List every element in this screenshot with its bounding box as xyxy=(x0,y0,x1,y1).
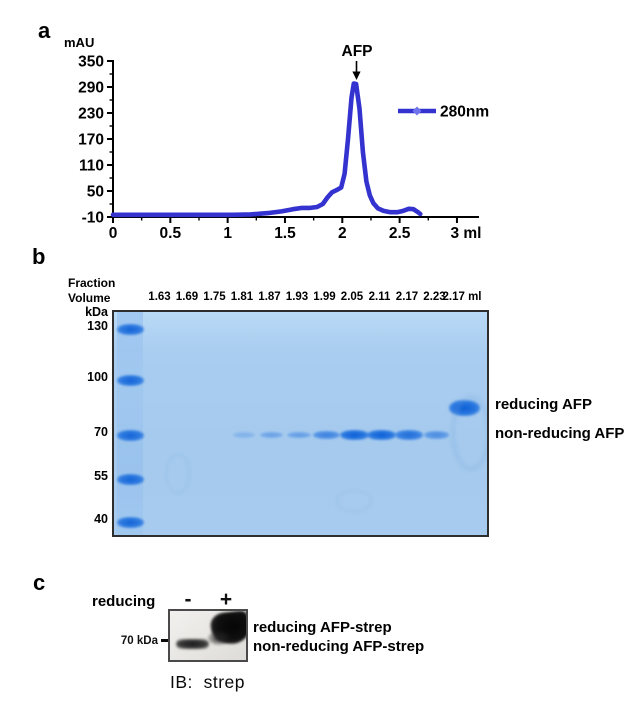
tick-label: 110 xyxy=(79,158,104,175)
panel-c-label: c xyxy=(33,570,46,595)
ladder-band xyxy=(117,323,144,335)
ladder-band xyxy=(117,516,144,528)
ladder-kda-label: 55 xyxy=(94,469,108,483)
blot-band-nonreducing xyxy=(176,639,209,649)
gel-band-nonreducing-afp xyxy=(367,429,396,441)
fraction-volume-label: 2.17 xyxy=(395,291,419,303)
gel-artifact-smudge xyxy=(336,490,372,512)
chromatogram-plot: 350 290 230 170 110 50 -10 0 0.5 1 1.5 2 2.5 3 ml AFP… xyxy=(78,43,489,243)
fraction-header-line1: Fraction xyxy=(68,276,116,290)
blot-band-reducing-tail xyxy=(208,631,230,645)
gel-right-label-nonreducing: non-reducing AFP xyxy=(495,425,625,442)
sds-page-gel-image xyxy=(112,310,489,537)
fraction-volume-label: 2.17 ml xyxy=(442,291,482,303)
ladder-band xyxy=(117,473,144,485)
fraction-volume-label: 1.87 xyxy=(258,291,281,303)
tick-label: 0 xyxy=(109,225,118,242)
legend-label: 280nm xyxy=(440,104,489,121)
tick-label: 290 xyxy=(78,80,104,97)
tick-label: 170 xyxy=(78,132,104,149)
reducing-row-label: reducing xyxy=(92,593,156,610)
gel-band-nonreducing-afp xyxy=(395,430,423,440)
ladder-band xyxy=(117,374,144,386)
blot-right-label-reducing: reducing AFP-strep xyxy=(253,619,392,636)
ladder-kda-label: 70 xyxy=(94,425,108,439)
legend: 280nm xyxy=(398,104,489,121)
tick-label: 3 ml xyxy=(450,225,481,242)
tick-label: 350 xyxy=(78,54,104,71)
peak-annotation-text: AFP xyxy=(342,43,373,60)
ladder-lane-smear xyxy=(117,312,143,535)
panel-a-label: a xyxy=(38,18,51,43)
fraction-header-line2: Volume xyxy=(68,291,111,305)
fraction-volume-label: 1.69 xyxy=(175,291,199,303)
fraction-volume-label: 1.81 xyxy=(230,291,254,303)
peak-annotation-group: AFP xyxy=(342,43,373,80)
70kda-marker-label: 70 kDa xyxy=(120,635,158,647)
fraction-volume-label: 2.05 xyxy=(340,291,364,303)
ladder-kda-label: 40 xyxy=(94,512,108,526)
axis-tick-labels: 350 290 230 170 110 50 -10 0 0.5 1 1.5 2 2.5 3 ml xyxy=(78,54,481,243)
tick-label: 0.5 xyxy=(160,225,182,242)
axis-ticks xyxy=(107,60,458,223)
ladder-kda-label: 100 xyxy=(87,370,108,384)
legend-marker-icon xyxy=(412,106,422,116)
peak-arrow-head-icon xyxy=(352,71,361,80)
y-axis-title: mAU xyxy=(64,35,95,50)
fraction-volume-label: 1.93 xyxy=(285,291,309,303)
tick-label: 50 xyxy=(87,184,104,201)
lane-header-plus: + xyxy=(219,588,233,611)
gel-band-nonreducing-afp xyxy=(339,429,369,441)
blot-right-label-nonreducing: non-reducing AFP-strep xyxy=(253,638,425,655)
tick-label: 1 xyxy=(223,225,232,242)
ladder-band xyxy=(117,429,144,441)
gel-right-label-reducing: reducing AFP xyxy=(495,396,592,413)
western-blot-image xyxy=(168,609,248,662)
immunoblot-caption: IB: strep xyxy=(170,672,246,692)
chromatogram-curve-280nm xyxy=(110,81,423,218)
fraction-volume-label: 2.11 xyxy=(368,291,391,303)
tick-label: 2 xyxy=(338,225,347,242)
tick-label: 1.5 xyxy=(274,225,296,242)
tick-label: -10 xyxy=(82,210,104,227)
last-lane-halo xyxy=(452,396,487,470)
kda-unit-label: kDa xyxy=(85,305,108,319)
tick-label: 230 xyxy=(78,106,104,123)
gel-artifact-smudge xyxy=(166,454,190,494)
lane-header-minus: - xyxy=(184,588,192,611)
fraction-volume-label: 1.63 xyxy=(148,291,171,303)
gel-band-nonreducing-afp xyxy=(286,431,312,439)
fraction-volume-label: 1.75 xyxy=(203,291,226,303)
70kda-marker-tick xyxy=(161,639,169,642)
fraction-volume-label: 2.23 xyxy=(423,291,446,303)
tick-label: 2.5 xyxy=(389,225,411,242)
gel-band-nonreducing-afp xyxy=(259,431,284,439)
panel-b-label: b xyxy=(32,244,46,269)
gel-band-nonreducing-afp xyxy=(232,432,256,438)
ladder-kda-label: 130 xyxy=(87,319,108,333)
gel-band-nonreducing-afp xyxy=(423,431,450,439)
fraction-volume-label: 1.99 xyxy=(313,291,336,303)
gel-band-nonreducing-afp xyxy=(313,430,340,440)
